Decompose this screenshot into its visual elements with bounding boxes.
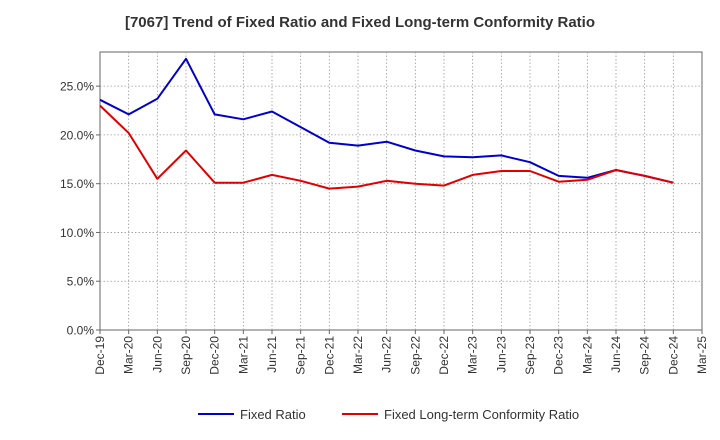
x-tick-label: Sep-21: [294, 336, 308, 375]
y-tick-label: 20.0%: [60, 128, 94, 142]
x-tick-label: Mar-20: [122, 336, 136, 374]
x-tick-label: Sep-20: [179, 336, 193, 375]
y-tick-label: 10.0%: [60, 226, 94, 240]
legend-label: Fixed Long-term Conformity Ratio: [384, 407, 579, 422]
x-tick-label: Jun-20: [150, 336, 164, 373]
series-line-fixed-ratio: [99, 57, 674, 184]
x-tick-label: Jun-24: [609, 336, 623, 373]
x-tick-label: Jun-21: [265, 336, 279, 373]
x-tick-label: Dec-23: [552, 336, 566, 375]
x-tick-label: Dec-20: [208, 336, 222, 375]
x-tick-label: Dec-22: [437, 336, 451, 375]
x-tick-label: Mar-23: [466, 336, 480, 374]
x-tick-label: Dec-21: [322, 336, 336, 375]
x-tick-label: Mar-25: [695, 336, 709, 374]
x-tick-label: Mar-22: [351, 336, 365, 374]
series-line-fixed-long-term-conformity-ratio: [99, 104, 674, 190]
x-tick-label: Sep-22: [408, 336, 422, 375]
y-tick-label: 15.0%: [60, 177, 94, 191]
x-tick-label: Jun-22: [380, 336, 394, 373]
y-tick-label: 25.0%: [60, 80, 94, 94]
x-tick-label: Mar-24: [580, 336, 594, 374]
x-tick-label: Dec-24: [666, 336, 680, 375]
plot-area: [99, 51, 703, 331]
x-tick-label: Sep-23: [523, 336, 537, 375]
x-tick-label: Mar-21: [236, 336, 250, 374]
x-tick-label: Sep-24: [638, 336, 652, 375]
legend-label: Fixed Ratio: [240, 407, 306, 422]
y-tick-label: 5.0%: [67, 275, 95, 289]
y-tick-label: 0.0%: [67, 324, 95, 338]
x-tick-label: Jun-23: [494, 336, 508, 373]
chart-title: [7067] Trend of Fixed Ratio and Fixed Lo…: [124, 14, 596, 31]
x-tick-label: Dec-19: [93, 336, 107, 375]
